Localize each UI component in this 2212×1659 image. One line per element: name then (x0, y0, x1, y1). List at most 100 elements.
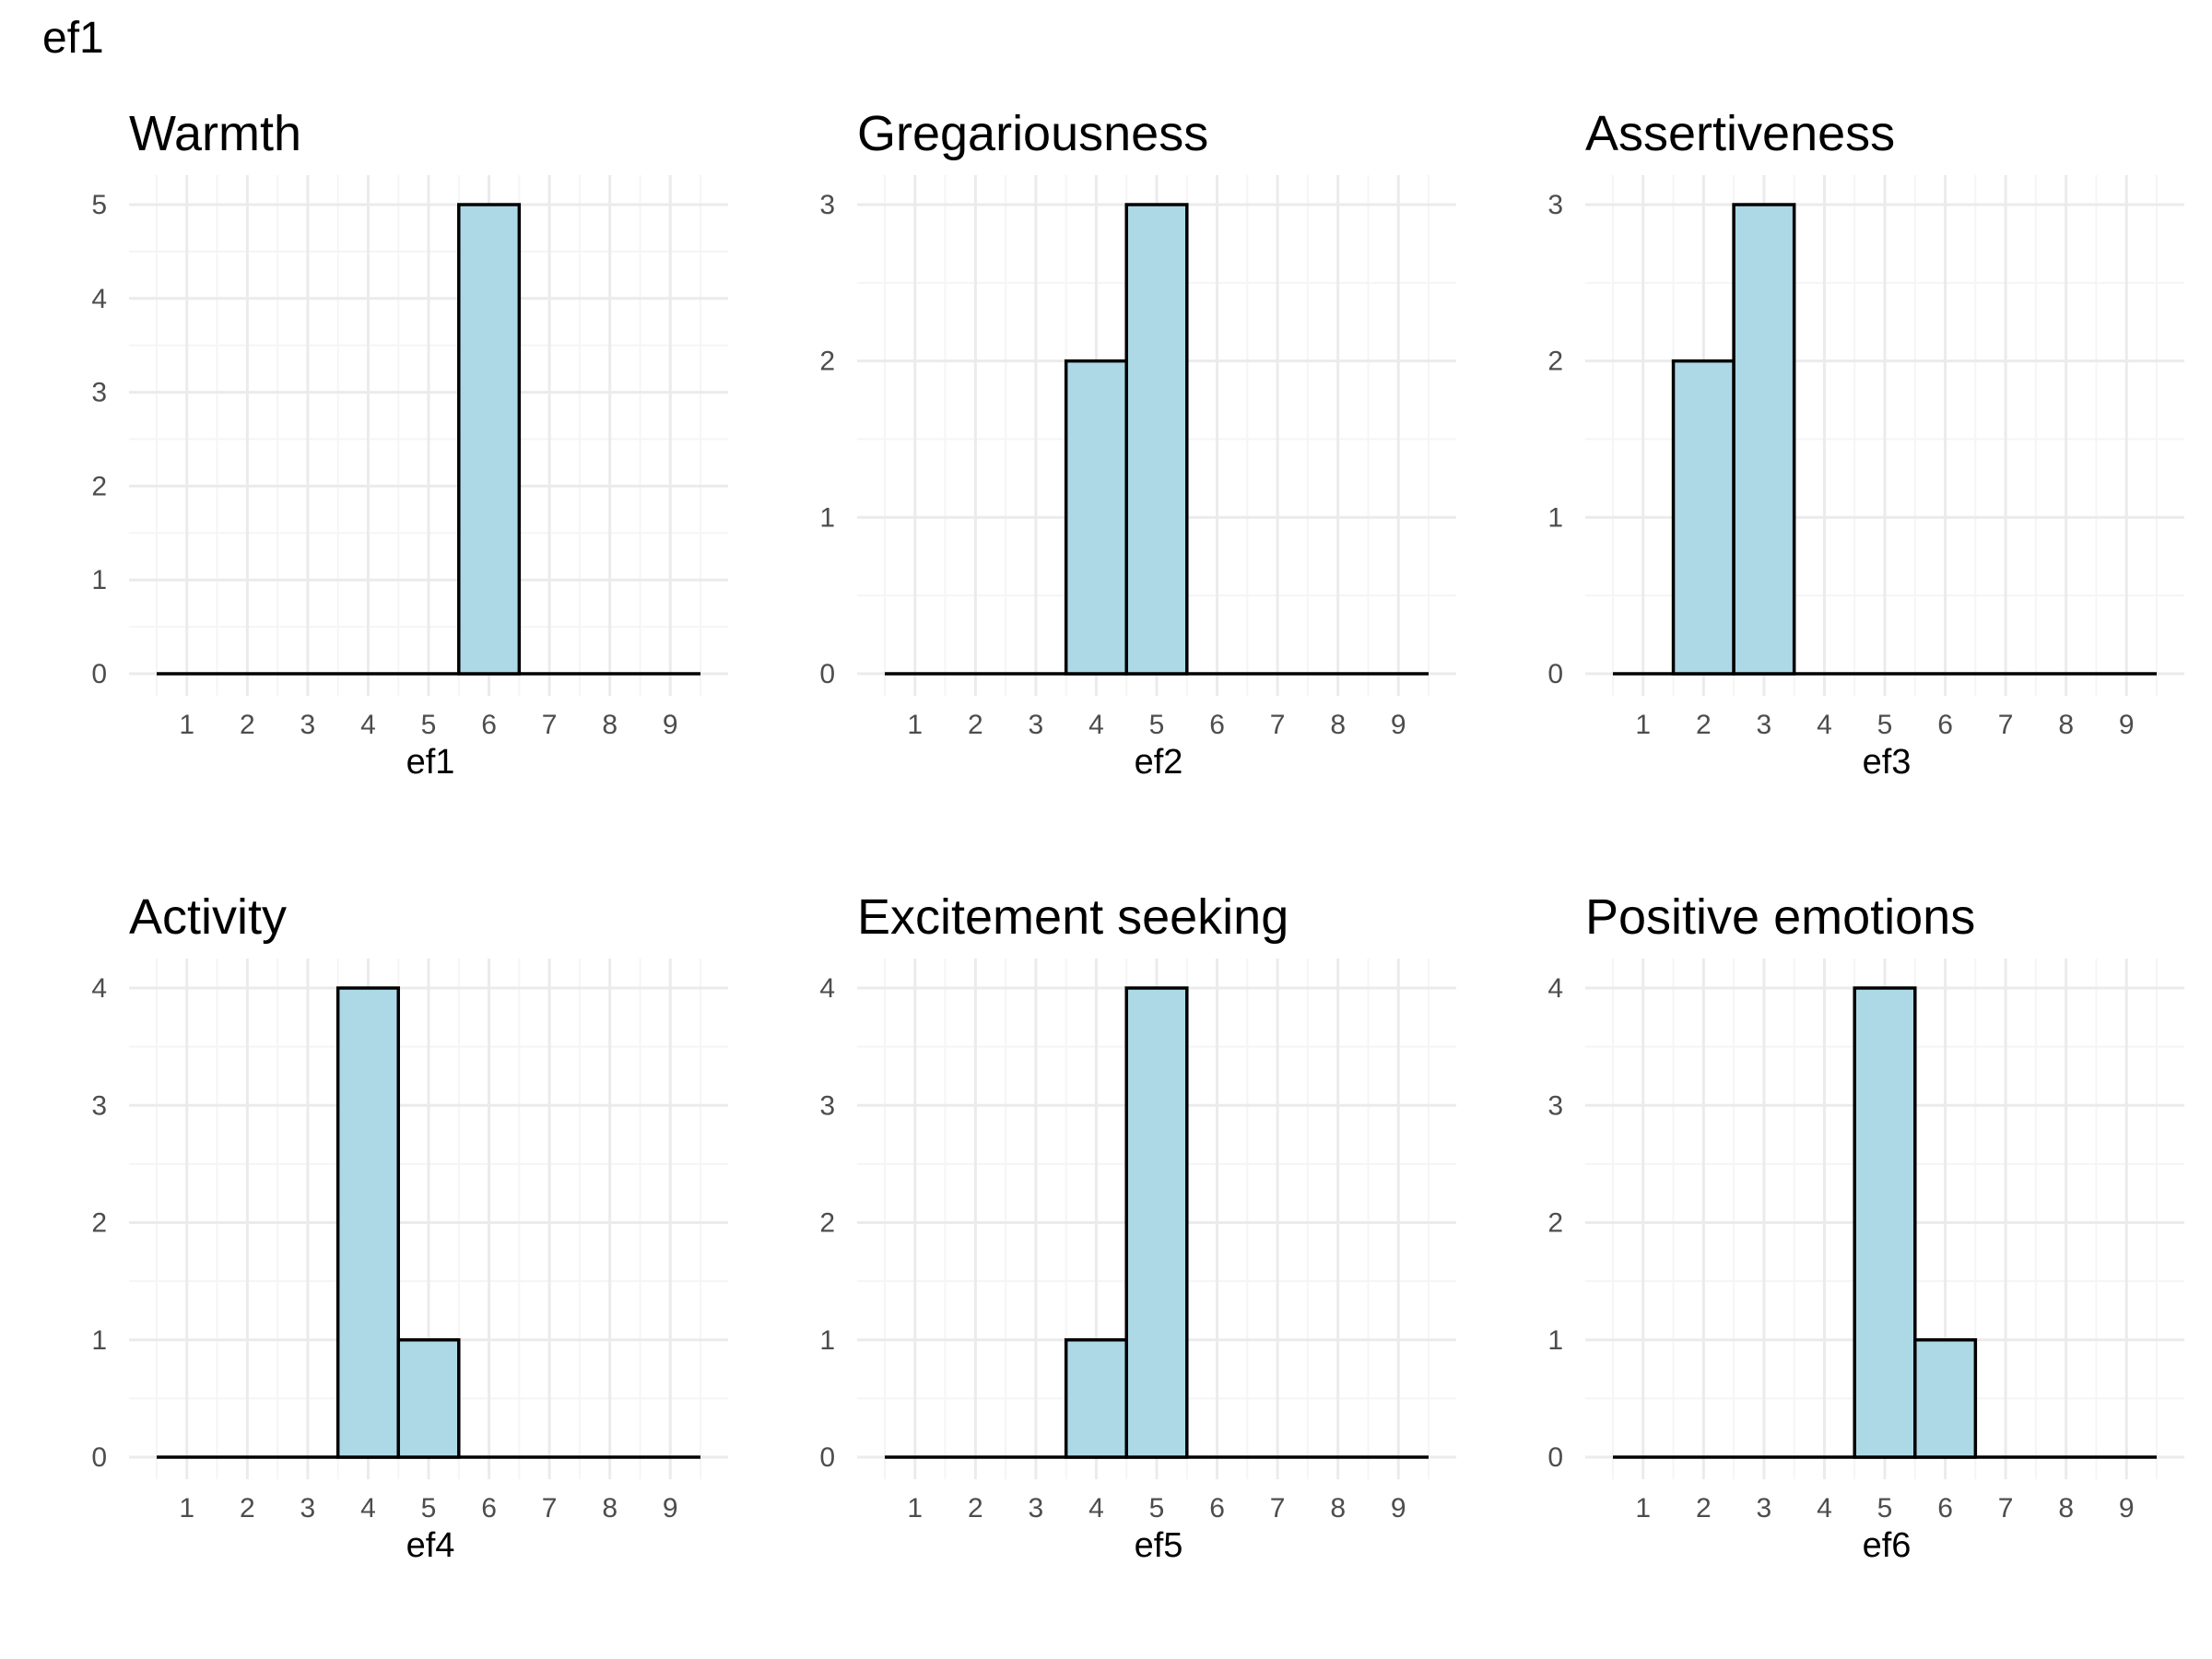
histogram-panel-4: 0 1 2 3 4 1 2 3 4 5 6 7 8 9 ef4 Activity (91, 889, 728, 1565)
x-tick-label: 2 (968, 710, 983, 740)
x-tick-label: 7 (542, 1493, 558, 1524)
y-tick-label: 2 (91, 1208, 107, 1239)
x-tick-label: 9 (2119, 1493, 2135, 1524)
x-tick-label: 6 (1937, 1493, 1953, 1524)
y-tick-label: 1 (819, 1325, 835, 1356)
x-tick-label: 4 (1088, 1493, 1104, 1524)
x-tick-label: 4 (360, 1493, 376, 1524)
y-tick-label: 3 (91, 378, 107, 408)
x-tick-label: 6 (1209, 710, 1225, 740)
histogram-bar (1853, 986, 1917, 1459)
x-axis-label: ef5 (1135, 1526, 1183, 1565)
histogram-bar (1064, 1338, 1128, 1459)
x-axis-label: ef3 (1863, 743, 1912, 782)
y-tick-label: 2 (819, 347, 835, 377)
histogram-panel-2: 0 1 2 3 1 2 3 4 5 6 7 8 9 ef2 Gregariousness (819, 106, 1456, 782)
x-tick-label: 5 (1149, 1493, 1165, 1524)
histogram-bar (396, 1338, 461, 1459)
x-tick-label: 5 (1877, 710, 1893, 740)
x-tick-label: 1 (907, 710, 923, 740)
x-tick-label: 7 (1998, 1493, 2014, 1524)
x-axis-label: ef6 (1863, 1526, 1912, 1565)
panel-title: Excitement seeking (857, 889, 1288, 945)
y-tick-label: 2 (91, 471, 107, 501)
y-tick-label: 1 (1547, 1325, 1563, 1356)
x-tick-label: 2 (1696, 1493, 1712, 1524)
panel-title: Activity (129, 889, 287, 945)
x-axis-label: ef2 (1135, 743, 1183, 782)
x-tick-label: 8 (1330, 1493, 1346, 1524)
x-tick-label: 1 (907, 1493, 923, 1524)
x-tick-label: 9 (663, 1493, 678, 1524)
x-tick-label: 2 (240, 710, 255, 740)
histogram-bar (1124, 986, 1189, 1459)
histogram-bar (1124, 203, 1189, 676)
panel-title: Warmth (129, 106, 301, 161)
histogram-panel-5: 0 1 2 3 4 1 2 3 4 5 6 7 8 9 ef5 Excitement seeking (819, 889, 1456, 1565)
x-tick-label: 6 (1209, 1493, 1225, 1524)
y-tick-label: 3 (91, 1090, 107, 1121)
histogram-panel-3: 0 1 2 3 1 2 3 4 5 6 7 8 9 ef3 Assertiveness (1547, 106, 2184, 782)
x-tick-label: 3 (1029, 710, 1044, 740)
x-axis-label: ef1 (406, 743, 455, 782)
x-tick-label: 5 (421, 1493, 437, 1524)
x-tick-label: 9 (663, 710, 678, 740)
y-tick-label: 2 (1547, 1208, 1563, 1239)
x-tick-label: 4 (1817, 1493, 1832, 1524)
y-tick-label: 0 (1547, 659, 1563, 689)
x-tick-label: 5 (421, 710, 437, 740)
y-tick-label: 0 (91, 659, 107, 689)
x-tick-label: 7 (1270, 710, 1286, 740)
y-tick-label: 0 (91, 1442, 107, 1473)
x-tick-label: 3 (1757, 1493, 1772, 1524)
x-tick-label: 1 (1635, 1493, 1651, 1524)
y-tick-label: 1 (91, 1325, 107, 1356)
y-tick-label: 4 (91, 284, 107, 314)
panel-title: Gregariousness (857, 106, 1208, 161)
histogram-bar (457, 203, 522, 676)
histogram-bar (1064, 359, 1128, 676)
x-tick-label: 3 (1029, 1493, 1044, 1524)
y-tick-label: 5 (91, 190, 107, 220)
y-tick-label: 0 (819, 659, 835, 689)
y-tick-label: 0 (1547, 1442, 1563, 1473)
y-tick-label: 3 (1547, 1090, 1563, 1121)
y-tick-label: 3 (1547, 190, 1563, 220)
y-tick-label: 1 (819, 502, 835, 533)
x-tick-label: 6 (481, 710, 497, 740)
x-tick-label: 9 (2119, 710, 2135, 740)
y-tick-label: 3 (819, 1090, 835, 1121)
x-tick-label: 3 (1757, 710, 1772, 740)
y-tick-label: 4 (819, 973, 835, 1004)
y-tick-label: 1 (91, 565, 107, 595)
x-tick-label: 3 (300, 1493, 316, 1524)
panel-title: Positive emotions (1585, 889, 1975, 945)
histogram-bar (1671, 359, 1735, 676)
x-tick-label: 4 (360, 710, 376, 740)
x-tick-label: 9 (1391, 1493, 1406, 1524)
figure-title: ef1 (42, 14, 104, 63)
x-tick-label: 4 (1088, 710, 1104, 740)
x-tick-label: 8 (602, 1493, 618, 1524)
y-tick-label: 3 (819, 190, 835, 220)
x-axis-label: ef4 (406, 1526, 455, 1565)
y-tick-label: 2 (1547, 347, 1563, 377)
x-tick-label: 6 (1937, 710, 1953, 740)
x-tick-label: 2 (1696, 710, 1712, 740)
y-tick-label: 4 (91, 973, 107, 1004)
x-tick-label: 7 (1998, 710, 2014, 740)
x-tick-label: 1 (179, 1493, 194, 1524)
y-tick-label: 4 (1547, 973, 1563, 1004)
x-tick-label: 2 (968, 1493, 983, 1524)
x-tick-label: 7 (542, 710, 558, 740)
x-tick-label: 8 (1330, 710, 1346, 740)
x-tick-label: 5 (1149, 710, 1165, 740)
y-tick-label: 0 (819, 1442, 835, 1473)
x-tick-label: 9 (1391, 710, 1406, 740)
histogram-bar (1913, 1338, 1978, 1459)
x-tick-label: 6 (481, 1493, 497, 1524)
histogram-panel-6: 0 1 2 3 4 1 2 3 4 5 6 7 8 9 ef6 Positive emotions (1547, 889, 2184, 1565)
histogram-bar (335, 986, 400, 1459)
panel-title: Assertiveness (1585, 106, 1895, 161)
